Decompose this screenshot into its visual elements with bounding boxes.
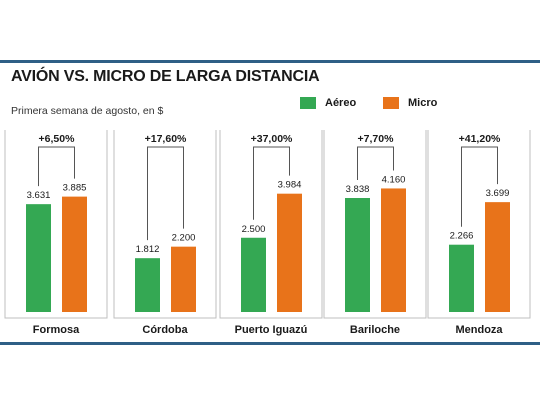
data-label-aereo: 2.500 [242,224,266,235]
panel-border [113,130,217,319]
chart-title: AVIÓN VS. MICRO DE LARGA DISTANCIA [11,68,320,85]
bar-aereo [345,198,370,312]
category-label: Mendoza [455,324,503,336]
data-label-micro: 2.200 [172,233,196,244]
difference-label: +6,50% [39,133,76,145]
bottom-rule [0,342,540,345]
bar-aereo [26,204,51,312]
data-label-aereo: 1.812 [136,244,160,255]
bar-micro [171,246,196,312]
difference-label: +41,20% [459,133,501,145]
legend-item-aereo: Aéreo [300,97,356,109]
difference-bracket [253,146,290,220]
category-label: Formosa [33,324,80,336]
panel-border [219,130,323,319]
panel-border [427,130,531,319]
data-label-aereo: 2.266 [450,231,474,242]
data-label-micro: 4.160 [382,174,406,185]
top-rule [0,60,540,63]
difference-label: +37,00% [251,133,293,145]
category-label: Puerto Iguazú [235,324,308,336]
data-label-micro: 3.885 [63,183,87,194]
legend-label-micro: Micro [408,97,438,109]
bar-aereo [449,244,474,312]
category-label: Córdoba [142,324,188,336]
data-label-aereo: 3.838 [346,184,370,195]
bar-micro [62,196,87,312]
difference-bracket [357,146,394,181]
panel-border [323,130,427,319]
bar-micro [485,202,510,312]
difference-bracket [147,146,184,241]
legend-swatch-aereo [300,97,316,109]
difference-bracket [461,146,498,227]
legend-swatch-micro [383,97,399,109]
bar-micro [277,193,302,312]
legend-item-micro: Micro [383,97,437,109]
panel-border [4,130,108,319]
data-label-micro: 3.984 [278,180,302,191]
chart-subtitle: Primera semana de agosto, en $ [11,105,164,117]
difference-bracket [38,146,75,187]
category-label: Bariloche [350,324,400,336]
data-label-micro: 3.699 [486,188,510,199]
data-label-aereo: 3.631 [27,190,51,201]
bar-aereo [135,258,160,312]
bar-aereo [241,237,266,312]
difference-label: +7,70% [358,133,395,145]
legend-label-aereo: Aéreo [325,97,357,109]
difference-label: +17,60% [145,133,187,145]
bar-micro [381,188,406,312]
